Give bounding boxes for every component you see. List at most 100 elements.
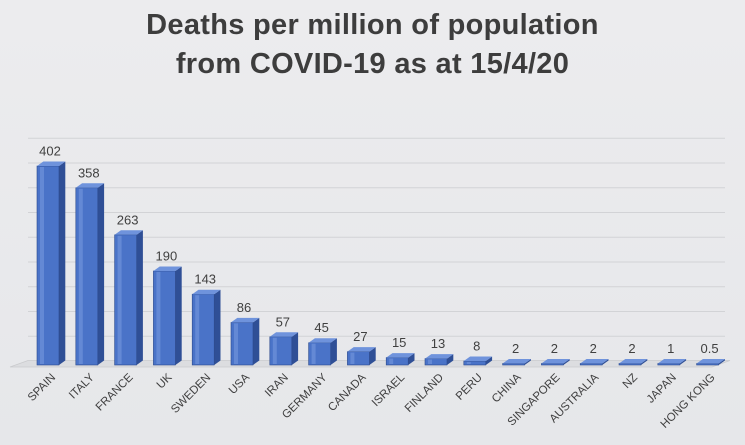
bar-side <box>253 317 260 365</box>
data-label: 358 <box>78 165 100 180</box>
bar-side <box>330 338 337 365</box>
bar-side <box>679 359 687 365</box>
category-label: CANADA <box>326 371 369 414</box>
bar-top <box>425 354 454 359</box>
bar-peru <box>463 356 493 366</box>
data-label: 13 <box>431 336 445 351</box>
bar-highlight <box>234 323 238 364</box>
bar-top <box>37 161 66 166</box>
data-label: 143 <box>194 272 216 287</box>
bar-side <box>136 230 143 365</box>
bar-top <box>269 332 299 337</box>
bar-top <box>192 289 221 295</box>
bar-germany <box>308 338 337 366</box>
bar-highlight <box>78 188 83 364</box>
bar-side <box>214 289 221 365</box>
bar-top <box>619 359 648 364</box>
bar-finland <box>424 354 454 366</box>
bar-china <box>502 359 531 366</box>
bar-top <box>231 317 260 323</box>
category-label: CHINA <box>490 371 524 405</box>
category-label: JAPAN <box>645 372 679 406</box>
bar-uk <box>153 266 182 366</box>
gridlines <box>28 137 725 362</box>
category-label: ISRAEL <box>370 371 408 409</box>
bar-side <box>447 354 454 365</box>
bar-side <box>175 266 182 365</box>
data-label: 2 <box>590 341 597 356</box>
bar-highlight <box>389 358 394 364</box>
data-label: 2 <box>551 341 558 356</box>
bar-side <box>485 356 493 365</box>
bar-top <box>386 353 415 358</box>
bar-side <box>408 353 415 365</box>
bar-highlight <box>195 295 200 364</box>
data-label: 263 <box>117 212 139 227</box>
data-label: 190 <box>156 248 178 263</box>
bar-france <box>114 230 143 366</box>
data-label: 57 <box>276 314 290 329</box>
bar-top <box>75 183 105 188</box>
bar-highlight <box>350 352 355 364</box>
bar-side <box>641 359 648 365</box>
category-label: UK <box>155 371 175 391</box>
bar-side <box>563 359 570 365</box>
category-label: SPAIN <box>26 372 58 404</box>
bar-sweden <box>191 289 221 366</box>
bar-front <box>541 363 564 366</box>
chart-title-line-2: from COVID-19 as at 15/4/20 <box>175 48 570 80</box>
category-label: ITALY <box>67 371 97 401</box>
bar-top <box>153 266 182 271</box>
data-label: 27 <box>353 329 367 344</box>
bar-side <box>524 359 531 365</box>
data-label: 2 <box>512 341 519 356</box>
bar-italy <box>75 183 105 366</box>
data-label: 1 <box>667 341 674 356</box>
bar-side <box>97 183 105 365</box>
bar-highlight <box>272 337 277 364</box>
bar-highlight <box>311 343 316 364</box>
data-label: 45 <box>314 320 328 335</box>
category-label: IRAN <box>263 372 291 400</box>
bar-hong-kong <box>696 359 725 366</box>
category-label: SWEDEN <box>169 372 213 416</box>
bar-top <box>657 359 687 364</box>
data-label: 2 <box>628 341 635 356</box>
bar-singapore <box>541 359 570 366</box>
category-label: NZ <box>621 372 640 391</box>
bar-side <box>602 359 609 365</box>
category-label: FRANCE <box>94 371 136 413</box>
bar-israel <box>385 353 415 366</box>
bar-top <box>502 359 531 364</box>
bar-top <box>114 230 143 235</box>
category-label: FINLAND <box>403 372 446 415</box>
data-label: 0.5 <box>701 341 719 356</box>
bar-top <box>541 359 570 364</box>
bar-side <box>718 359 725 365</box>
bar-iran <box>269 332 299 366</box>
bar-front <box>502 363 525 366</box>
bar-australia <box>579 359 609 366</box>
chart-title-line-1: Deaths per million of population <box>146 9 599 41</box>
data-label: 8 <box>473 339 480 354</box>
bar-front <box>618 363 642 366</box>
data-label: 15 <box>392 335 406 350</box>
bar-highlight <box>466 362 471 364</box>
bar-side <box>59 161 66 365</box>
bar-highlight <box>40 167 44 364</box>
data-label: 86 <box>237 300 251 315</box>
bar-highlight <box>428 359 432 364</box>
bar-highlight <box>156 271 161 364</box>
bar-top <box>696 359 725 364</box>
data-label: 402 <box>39 144 61 159</box>
bar-spain <box>36 161 66 366</box>
bar-nz <box>618 359 648 366</box>
bar-japan <box>657 359 687 366</box>
bar-usa <box>230 317 260 366</box>
bar-top <box>308 338 337 343</box>
bar-side <box>291 332 299 365</box>
category-label: PERU <box>454 372 485 403</box>
bar-side <box>369 347 376 365</box>
